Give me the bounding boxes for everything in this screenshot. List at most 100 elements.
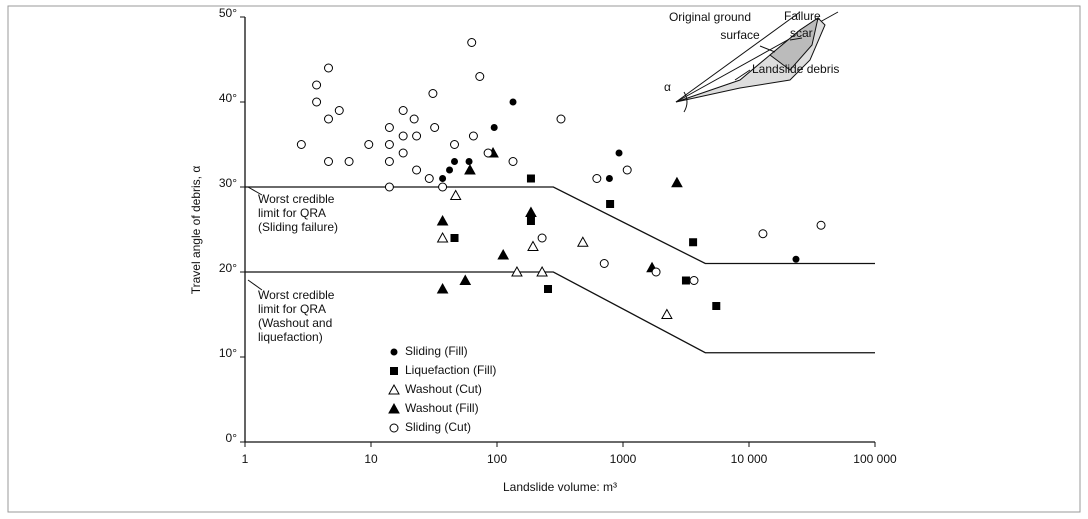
- data-point: [689, 276, 699, 285]
- limit-label: (Washout and: [258, 316, 332, 330]
- x-axis-label: Landslide volume: m³: [503, 480, 617, 494]
- data-point: [384, 182, 394, 192]
- inset-diagram: [675, 11, 839, 113]
- data-point: [467, 38, 477, 47]
- data-point: [526, 217, 535, 225]
- y-tick-label: 20°: [219, 261, 237, 275]
- data-point: [527, 240, 539, 251]
- data-point: [468, 131, 478, 141]
- data-point: [312, 97, 322, 107]
- data-point: [509, 98, 517, 106]
- legend-marker: [388, 402, 400, 414]
- x-tick-label: 100: [487, 452, 507, 466]
- data-point: [449, 189, 462, 200]
- data-point: [398, 106, 408, 115]
- data-point: [592, 174, 602, 183]
- x-tick-label: 1: [242, 452, 249, 466]
- data-point: [344, 157, 354, 166]
- inset-label: Failure: [784, 9, 821, 23]
- inset-label: Original ground: [669, 10, 751, 24]
- legend-marker: [390, 348, 398, 356]
- data-point: [605, 175, 613, 182]
- data-point: [681, 276, 690, 285]
- y-axis-label: Travel angle of debris, α: [189, 166, 203, 295]
- inset-label: scar: [790, 26, 813, 40]
- frame: [7, 5, 1081, 513]
- data-point: [689, 238, 698, 247]
- data-point: [398, 148, 408, 158]
- y-tick-label: 40°: [219, 91, 237, 105]
- data-point: [412, 165, 422, 175]
- data-point: [412, 131, 422, 141]
- limit-label: limit for QRA: [258, 206, 326, 220]
- data-point: [556, 114, 566, 124]
- x-tick-label: 10 000: [731, 452, 768, 466]
- annotation-arrow: [247, 279, 263, 291]
- data-point: [459, 274, 472, 285]
- data-point: [508, 157, 518, 166]
- data-point: [758, 229, 768, 239]
- data-point: [364, 140, 374, 149]
- legend-label: Sliding (Fill): [405, 344, 468, 358]
- data-point: [465, 158, 473, 165]
- data-point: [536, 265, 548, 277]
- legend-label: Sliding (Cut): [405, 420, 471, 434]
- data-point: [446, 166, 454, 174]
- data-point: [384, 123, 394, 132]
- data-point: [816, 220, 826, 230]
- legend-label: Liquefaction (Fill): [405, 363, 496, 377]
- data-point: [436, 231, 449, 243]
- legend-marker: [390, 367, 398, 375]
- y-tick-label: 50°: [219, 6, 237, 20]
- data-point: [576, 236, 589, 247]
- data-point: [525, 206, 537, 217]
- x-tick-label: 100 000: [853, 452, 897, 466]
- data-point: [451, 158, 459, 165]
- y-tick-label: 10°: [219, 346, 237, 360]
- data-point: [430, 123, 440, 132]
- y-tick-label: 30°: [219, 176, 237, 190]
- data-point: [475, 72, 485, 81]
- data-point: [324, 114, 334, 124]
- data-point: [606, 200, 615, 208]
- data-point: [537, 233, 547, 243]
- data-point: [450, 140, 460, 149]
- data-point: [324, 157, 334, 166]
- limit-label: limit for QRA: [258, 302, 326, 316]
- limit-label: Worst credible: [258, 288, 335, 302]
- data-point: [409, 114, 419, 124]
- data-point: [792, 255, 800, 263]
- data-point: [438, 182, 448, 192]
- data-point: [450, 234, 459, 242]
- y-tick-label: 0°: [226, 431, 238, 445]
- limit-line: [245, 186, 875, 265]
- limit-label: Worst credible: [258, 192, 335, 206]
- data-point: [436, 214, 449, 226]
- data-point: [599, 259, 609, 268]
- legend-marker: [389, 423, 399, 433]
- data-point: [428, 89, 438, 98]
- data-point: [661, 308, 673, 319]
- data-point: [622, 165, 632, 175]
- data-point: [334, 106, 344, 115]
- data-point: [651, 267, 661, 277]
- inset-label: α: [664, 80, 671, 94]
- data-point: [490, 124, 498, 131]
- data-point: [398, 131, 408, 141]
- data-point: [296, 140, 306, 149]
- data-point: [424, 174, 434, 183]
- data-point: [439, 175, 447, 182]
- data-point: [312, 80, 322, 90]
- data-point: [483, 148, 493, 158]
- inset-label: Landslide debris: [752, 62, 839, 76]
- limit-label: liquefaction): [258, 330, 323, 344]
- legend-label: Washout (Fill): [405, 401, 479, 415]
- data-point: [526, 174, 535, 183]
- data-point: [436, 282, 449, 294]
- data-point: [384, 140, 394, 149]
- legend-marker: [388, 383, 400, 395]
- inset-label: surface: [720, 28, 760, 42]
- annotation-arrow: [247, 186, 263, 196]
- x-tick-label: 10: [364, 452, 378, 466]
